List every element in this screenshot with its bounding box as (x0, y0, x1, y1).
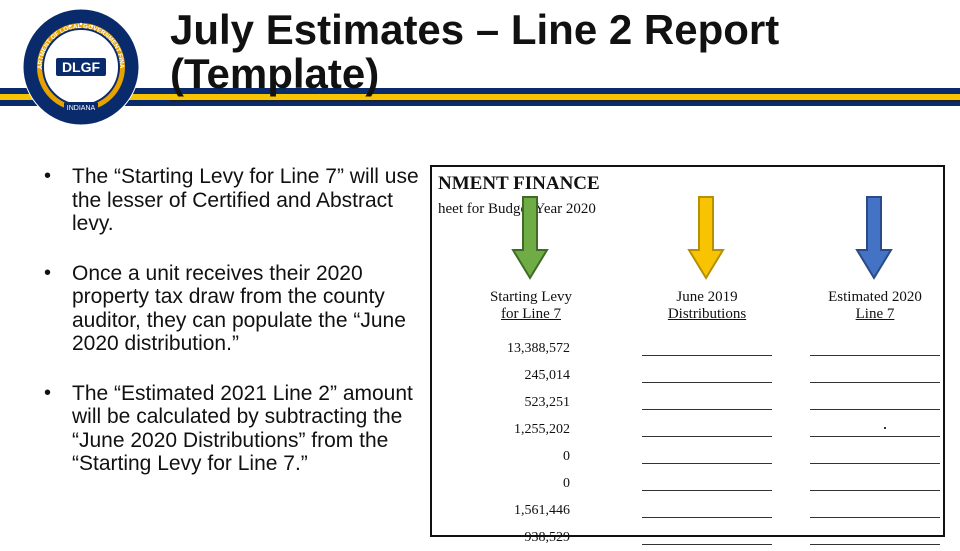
bullet-item: Once a unit receives their 2020 property… (40, 262, 420, 356)
column-header: Starting Levyfor Line 7 (466, 289, 596, 324)
column-header: June 2019Distributions (642, 289, 772, 324)
page-title: July Estimates – Line 2 Report (Template… (170, 8, 960, 102)
bullet-list: The “Starting Levy for Line 7” will use … (40, 165, 420, 537)
dlgf-seal: DEPARTMENT OF LOCAL GOVERNMENT FINANCE D… (22, 8, 140, 126)
yellow-arrow-icon (687, 195, 725, 280)
bullet-item: The “Starting Levy for Line 7” will use … (40, 165, 420, 236)
bullet-item: The “Estimated 2021 Line 2” amount will … (40, 382, 420, 476)
svg-text:INDIANA: INDIANA (67, 105, 96, 112)
blank-column (810, 335, 940, 551)
figure-header-fragment: NMENT FINANCE (438, 173, 600, 195)
green-arrow-icon (511, 195, 549, 280)
stray-mark (884, 427, 886, 429)
svg-text:DLGF: DLGF (62, 59, 101, 75)
blank-column (642, 335, 772, 551)
blue-arrow-icon (855, 195, 893, 280)
worksheet-figure: NMENT FINANCE heet for Budget Year 2020 … (430, 165, 945, 537)
starting-levy-values: 13,388,572245,014523,2511,255,202001,561… (440, 335, 570, 551)
column-header: Estimated 2020Line 7 (810, 289, 940, 324)
